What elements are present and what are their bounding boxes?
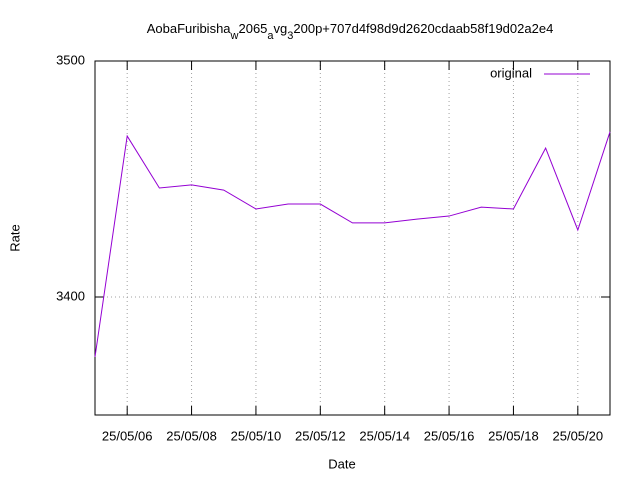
x-tick-label: 25/05/10	[231, 428, 282, 443]
x-tick-label: 25/05/06	[102, 428, 153, 443]
title-part: vg	[274, 21, 288, 36]
title-part: AobaFuribisha	[147, 21, 232, 36]
title-part: 3	[287, 30, 293, 42]
title-part: w	[230, 30, 239, 42]
x-tick-label: 25/05/12	[295, 428, 346, 443]
x-tick-label: 25/05/08	[166, 428, 217, 443]
title-part: 200p+707d4f98d9d2620cdaab58f19d02a2e4	[293, 21, 553, 36]
chart-title: AobaFuribishaw2065avg3200p+707d4f98d9d26…	[147, 21, 554, 41]
title-part: 2065	[238, 21, 267, 36]
x-tick-label: 25/05/14	[359, 428, 410, 443]
x-tick-label: 25/05/20	[553, 428, 604, 443]
plot-border	[94, 60, 611, 416]
y-tick-label: 3400	[56, 288, 85, 303]
y-tick-label: 3500	[56, 52, 85, 67]
title-part: a	[267, 30, 274, 42]
data-line	[94, 131, 611, 358]
legend-label: original	[490, 65, 532, 80]
x-tick-label: 25/05/16	[424, 428, 475, 443]
y-axis-label: Rate	[7, 224, 22, 251]
x-tick-label: 25/05/18	[488, 428, 539, 443]
x-axis-label: Date	[328, 456, 355, 471]
